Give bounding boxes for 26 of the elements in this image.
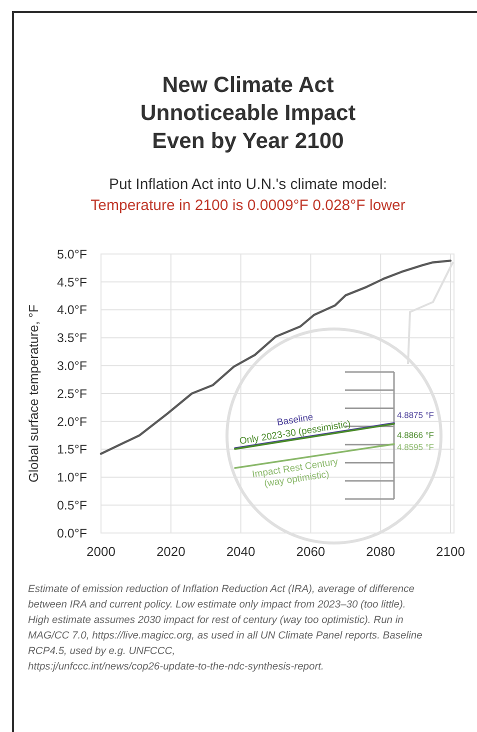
- x-tick-label: 2020: [156, 544, 186, 559]
- x-tick-label: 2060: [296, 544, 326, 559]
- chart-title: New Climate Act Unnoticeable Impact Even by Year 2100: [140, 72, 356, 153]
- text: Impact Rest Century (way optimistic): [251, 456, 339, 490]
- text: Estimate of emission reduction of Inflation Reduction Act (IRA), average of difference between IRA and current policy. Low estimate only impact from 2023–30 (too little). High estimate assumes 2030 impact for rest of century (way too optimistic). Run in MAG/CC 7.0, https://live.magicc.org, as used in all UN Climate Panel reports. Baseline RCP4.5, used by e.g. UNFCCC, https:j/unfccc.int/news/cop26-update-to-the-ndc-synthesis-report.: [28, 584, 423, 672]
- y-tick-label: 1.0°F: [56, 470, 88, 485]
- y-tick-label: 4.5°F: [56, 275, 88, 290]
- y-tick-label: 4.0°F: [56, 303, 88, 318]
- data-label: 4.8875 °F: [397, 410, 434, 420]
- y-tick-label: 0.0°F: [56, 526, 88, 540]
- data-label: 4.8866 °F: [397, 430, 434, 440]
- x-tick-label: 2080: [366, 544, 396, 559]
- data-label: 4.8595 °F: [397, 442, 434, 452]
- x-tick-label: 2000: [86, 544, 116, 559]
- y-tick-label: 1.5°F: [56, 442, 88, 457]
- y-tick-label: 3.5°F: [56, 331, 88, 346]
- y-tick-label: 0.5°F: [56, 498, 88, 512]
- y-tick-label: 2.5°F: [56, 386, 88, 401]
- x-tick-label: 2040: [226, 544, 256, 559]
- chart-subtitle: Put Inflation Act into U.N.'s climate model: Temperature in 2100 is 0.0009°F 0.028°F lower: [90, 176, 406, 214]
- line-series: [100, 260, 452, 455]
- y-tick-label: 2.0°F: [56, 414, 88, 429]
- y-axis-title: Global surface temperature, °F: [26, 304, 41, 482]
- y-tick-label: 3.0°F: [56, 358, 88, 373]
- x-tick-label: 2100: [436, 544, 465, 559]
- y-tick-label: 5.0°F: [56, 247, 88, 262]
